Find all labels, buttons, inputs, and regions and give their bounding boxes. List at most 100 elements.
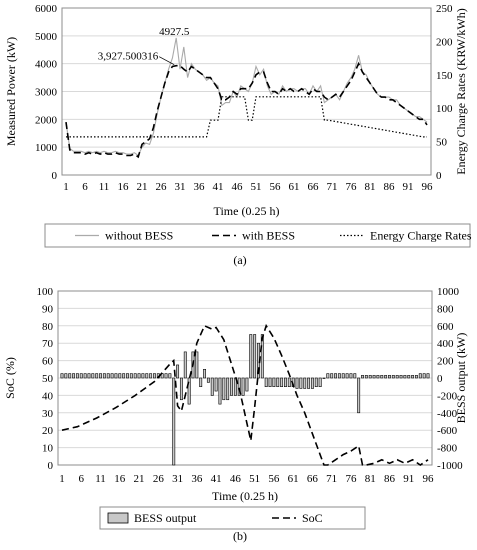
bar-bess-output: [149, 373, 153, 379]
x-tick-label: 66: [308, 181, 320, 193]
bar-bess-output: [206, 377, 210, 383]
bar-bess-output: [418, 373, 422, 379]
bar-bess-output: [137, 373, 141, 379]
bar-bess-output: [187, 377, 191, 405]
x-tick-label: 1: [63, 181, 69, 193]
legend-label: with BESS: [242, 229, 295, 243]
bar-bess-output: [129, 373, 133, 379]
y-left-tick-label: 80: [42, 321, 54, 333]
bar-bess-output: [237, 377, 241, 396]
bar-bess-output: [395, 375, 399, 379]
x-tick-label: 41: [213, 181, 224, 193]
bar-bess-output: [345, 373, 349, 379]
annotation-label: 4927.5: [159, 26, 190, 38]
x-tick-label: 76: [346, 181, 358, 193]
bar-bess-output: [287, 377, 291, 387]
y-left-tick-label: 50: [42, 373, 54, 385]
y-left-tick-label: 0: [48, 460, 54, 472]
x-tick-label: 6: [79, 473, 85, 485]
bar-bess-output: [126, 373, 129, 379]
bar-bess-output: [172, 377, 176, 466]
y-right-tick-label: 0: [437, 373, 443, 385]
bar-bess-output: [280, 377, 284, 387]
y-left-tick-label: 90: [42, 303, 54, 315]
y-left-tick-label: 0: [52, 170, 58, 182]
bar-bess-output: [380, 375, 384, 379]
bar-bess-output: [122, 373, 126, 379]
bar-bess-output: [295, 377, 299, 389]
y-left-tick-label: 3000: [35, 87, 58, 99]
bar-bess-output: [79, 373, 83, 379]
x-tick-label: 81: [365, 181, 376, 193]
x-tick-label: 61: [288, 473, 299, 485]
y-right-tick-label: 200: [437, 356, 454, 368]
y-right-tick-label: 150: [436, 70, 453, 82]
x-tick-label: 16: [114, 473, 126, 485]
bar-bess-output: [303, 377, 307, 389]
x-tick-label: 11: [99, 181, 110, 193]
x-tick-label: 91: [403, 181, 414, 193]
x-tick-label: 86: [384, 473, 396, 485]
bar-bess-output: [133, 373, 137, 379]
y-right-tick-label: 600: [437, 321, 454, 333]
bar-bess-output: [299, 377, 303, 389]
bar-bess-output: [183, 351, 187, 379]
bar-bess-output: [272, 377, 276, 387]
y-right-tick-label: 200: [436, 36, 453, 48]
y-right-tick-label: 50: [436, 137, 448, 149]
bar-bess-output: [337, 373, 341, 379]
chart-b: 0102030405060708090100-1000-800-600-400-…: [3, 286, 468, 543]
bar-bess-output: [210, 377, 214, 396]
y-left-tick-label: 6000: [35, 3, 58, 15]
bar-bess-output: [64, 373, 68, 379]
y-right-tick-label: -600: [437, 425, 458, 437]
series-line-with-bess: [65, 61, 428, 159]
y-right-tick-label: 250: [436, 3, 453, 15]
bar-bess-output: [214, 377, 218, 392]
legend-label: SoC: [302, 511, 323, 525]
x-tick-label: 26: [156, 181, 168, 193]
x-tick-label: 6: [82, 181, 88, 193]
x-tick-label: 51: [249, 473, 260, 485]
bar-bess-output: [68, 373, 72, 379]
x-tick-label: 1: [59, 473, 65, 485]
x-axis-title: Time (0.25 h): [214, 204, 280, 218]
bar-bess-output: [268, 377, 272, 387]
bar-bess-output: [141, 373, 145, 379]
bar-bess-output: [361, 375, 364, 379]
bar-bess-output: [399, 375, 403, 379]
bar-bess-output: [199, 377, 203, 387]
x-tick-label: 71: [327, 181, 338, 193]
x-tick-label: 86: [384, 181, 396, 193]
figure-caption: (b): [233, 529, 247, 543]
bar-bess-output: [87, 373, 91, 379]
x-tick-label: 61: [289, 181, 300, 193]
x-tick-label: 71: [326, 473, 337, 485]
y-left-tick-label: 5000: [35, 31, 58, 43]
bar-bess-output: [283, 377, 287, 387]
x-tick-label: 56: [268, 473, 280, 485]
x-tick-label: 11: [95, 473, 106, 485]
bar-bess-output: [414, 375, 418, 379]
y-left-tick-label: 60: [42, 356, 54, 368]
x-tick-label: 66: [307, 473, 319, 485]
x-tick-label: 81: [365, 473, 376, 485]
x-tick-label: 96: [423, 473, 435, 485]
series-line-without-bess: [65, 37, 428, 157]
chart-a: 0 1000 2000 3000 4000 5000 6000 0 50 100 150 200 250…: [4, 3, 472, 267]
bar-bess-output: [411, 375, 415, 379]
y-left-tick-label: 1000: [35, 142, 58, 154]
bar-bess-output: [368, 375, 372, 379]
bar-bess-output: [114, 373, 118, 379]
bar-bess-output: [153, 373, 156, 379]
bar-bess-output: [226, 377, 230, 401]
y-right-tick-label: 800: [437, 303, 454, 315]
y-right-tick-label: -200: [437, 390, 458, 402]
bar-bess-output: [106, 373, 110, 379]
x-tick-label: 96: [422, 181, 434, 193]
bar-bess-output: [376, 375, 380, 379]
bar-bess-output: [218, 377, 222, 405]
bar-bess-output: [372, 375, 376, 379]
figure-caption: (a): [233, 253, 246, 267]
x-tick-label: 46: [230, 473, 242, 485]
